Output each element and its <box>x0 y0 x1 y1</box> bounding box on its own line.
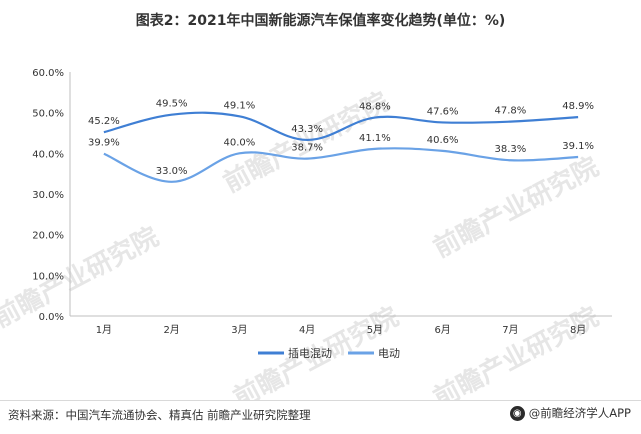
chart-title: 图表2：2021年中国新能源汽车保值率变化趋势(单位：%) <box>135 13 506 29</box>
source-note: 资料来源：中国汽车流通协会、精真估 前瞻产业研究院整理 <box>8 408 311 422</box>
y-tick-label: 10.0% <box>32 271 64 282</box>
data-label: 45.2% <box>88 116 120 127</box>
x-tick-label: 2月 <box>163 324 179 336</box>
watermark-2: 前瞻产业研究院 <box>0 221 164 334</box>
y-tick-label: 60.0% <box>32 68 64 79</box>
y-tick-label: 30.0% <box>32 190 64 201</box>
data-label: 40.0% <box>223 137 255 148</box>
data-label: 47.6% <box>427 106 459 117</box>
data-label: 38.7% <box>291 143 323 154</box>
data-label: 39.9% <box>88 138 120 149</box>
legend: 插电混动 电动 <box>258 346 400 360</box>
legend-label: 插电混动 <box>288 346 332 360</box>
series-layer <box>103 111 579 183</box>
data-label: 39.1% <box>562 141 594 152</box>
x-tick-label: 3月 <box>231 324 247 336</box>
y-tick-label: 0.0% <box>39 312 64 323</box>
x-tick-label: 1月 <box>96 324 112 336</box>
legend-label: 电动 <box>378 347 400 360</box>
y-axis-ticks: 0.0% 10.0% 20.0% 30.0% 40.0% 50.0% 60.0% <box>32 68 64 323</box>
data-label: 43.3% <box>291 124 323 135</box>
x-tick-label: 6月 <box>434 324 450 336</box>
qianzhan-logo-icon: ◉ <box>509 405 525 421</box>
series-line-bev <box>103 147 579 183</box>
data-labels: 45.2% 49.5% 49.1% 43.3% 48.8% 47.6% 47.8% 48.9%… <box>88 99 594 177</box>
data-label: 41.1% <box>359 133 391 144</box>
data-label: 49.5% <box>156 99 188 110</box>
y-tick-label: 20.0% <box>32 231 64 242</box>
brand-text: @前瞻经济学人APP <box>528 406 631 420</box>
data-label: 48.8% <box>359 102 391 113</box>
data-label: 49.1% <box>223 100 255 111</box>
data-label: 40.6% <box>427 135 459 146</box>
x-axis-ticks: 1月 2月 3月 4月 5月 6月 7月 8月 <box>96 324 587 336</box>
data-label: 38.3% <box>494 144 526 155</box>
series-line-phev <box>103 111 579 142</box>
x-tick-label: 7月 <box>502 324 518 336</box>
data-label: 47.8% <box>494 106 526 117</box>
brand-credit: ◉ @前瞻经济学人APP <box>509 405 631 421</box>
x-tick-label: 5月 <box>367 324 383 336</box>
watermark-3: 前瞻产业研究院 <box>428 151 603 264</box>
footer-divider <box>0 400 641 401</box>
data-label: 33.0% <box>156 166 188 177</box>
x-tick-label: 8月 <box>570 324 586 336</box>
data-label: 48.9% <box>562 101 594 112</box>
y-tick-label: 40.0% <box>32 149 64 160</box>
y-tick-label: 50.0% <box>32 109 64 120</box>
x-tick-label: 4月 <box>299 324 315 336</box>
